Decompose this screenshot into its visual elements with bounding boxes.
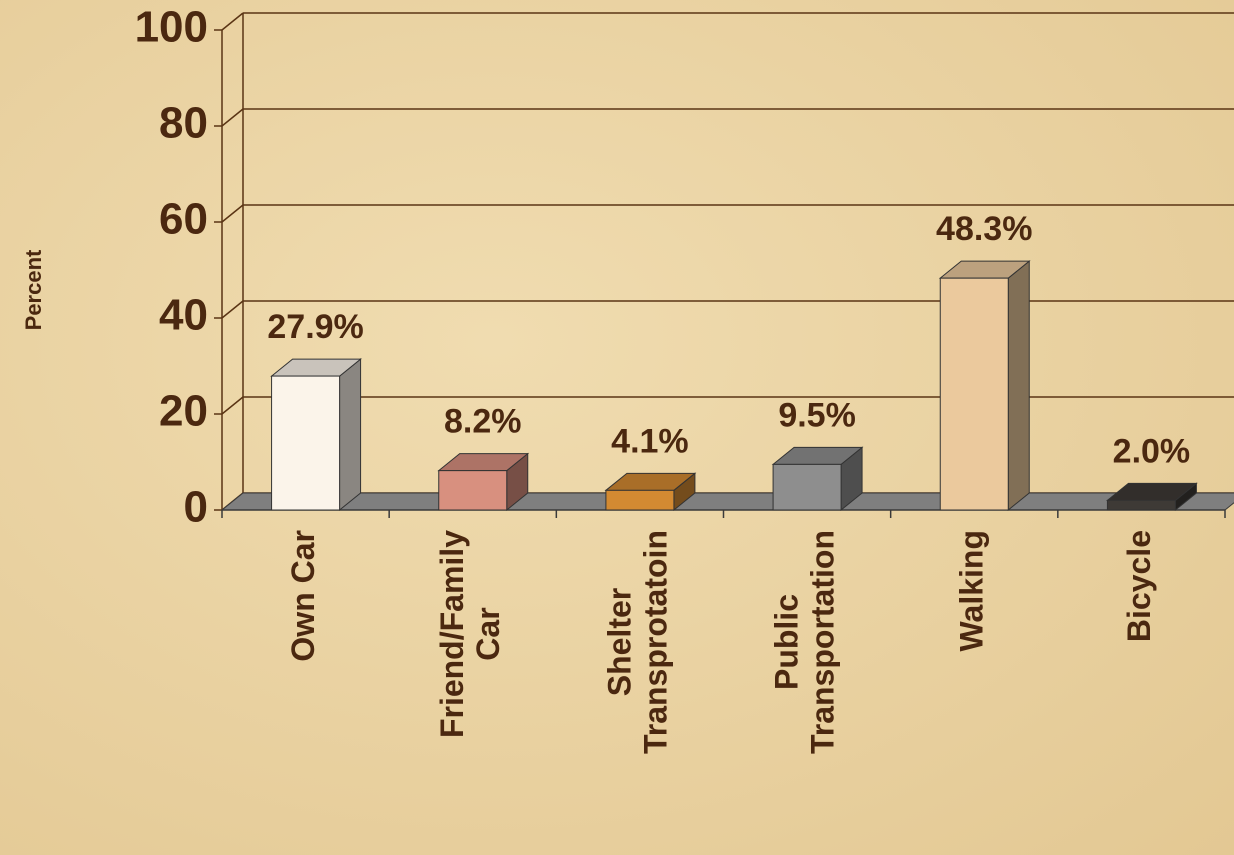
y-tick-label: 40 [159, 291, 208, 340]
value-label: 2.0% [1113, 432, 1191, 470]
x-tick-label: Friend/Family [434, 530, 470, 738]
value-label: 27.9% [267, 308, 363, 346]
bar [939, 277, 1009, 511]
value-label: 9.5% [778, 396, 856, 434]
bar [1106, 499, 1176, 511]
x-tick-label: Own Car [285, 530, 321, 662]
x-tick-label: Transprotatoin [637, 530, 673, 754]
grid-line [221, 12, 244, 31]
x-tick-label: Walking [954, 530, 990, 651]
bar [605, 489, 675, 511]
x-tick-label: Car [470, 607, 506, 660]
grid-line [221, 108, 244, 127]
x-tick-label: Transportation [805, 530, 841, 754]
bar-side [1007, 260, 1030, 512]
bar [438, 470, 508, 511]
value-label: 48.3% [936, 210, 1032, 248]
grid-line [221, 204, 244, 223]
x-tick-label: Public [769, 594, 805, 690]
value-label: 8.2% [444, 403, 522, 441]
grid-line [221, 300, 244, 319]
y-tick-label: 20 [159, 387, 208, 436]
y-tick-label: 60 [159, 195, 208, 244]
x-tick-label: Shelter [601, 588, 637, 696]
y-axis-label: Percent [21, 249, 46, 330]
floor [220, 492, 1234, 511]
y-tick-label: 100 [135, 3, 208, 52]
y-tick-label: 0 [184, 483, 208, 532]
x-tick-label: Bicycle [1121, 530, 1157, 642]
bar-side [339, 358, 362, 512]
value-label: 4.1% [611, 422, 689, 460]
y-tick-label: 80 [159, 99, 208, 148]
bar [772, 463, 842, 511]
bar [271, 375, 341, 511]
grid-line [221, 396, 244, 415]
